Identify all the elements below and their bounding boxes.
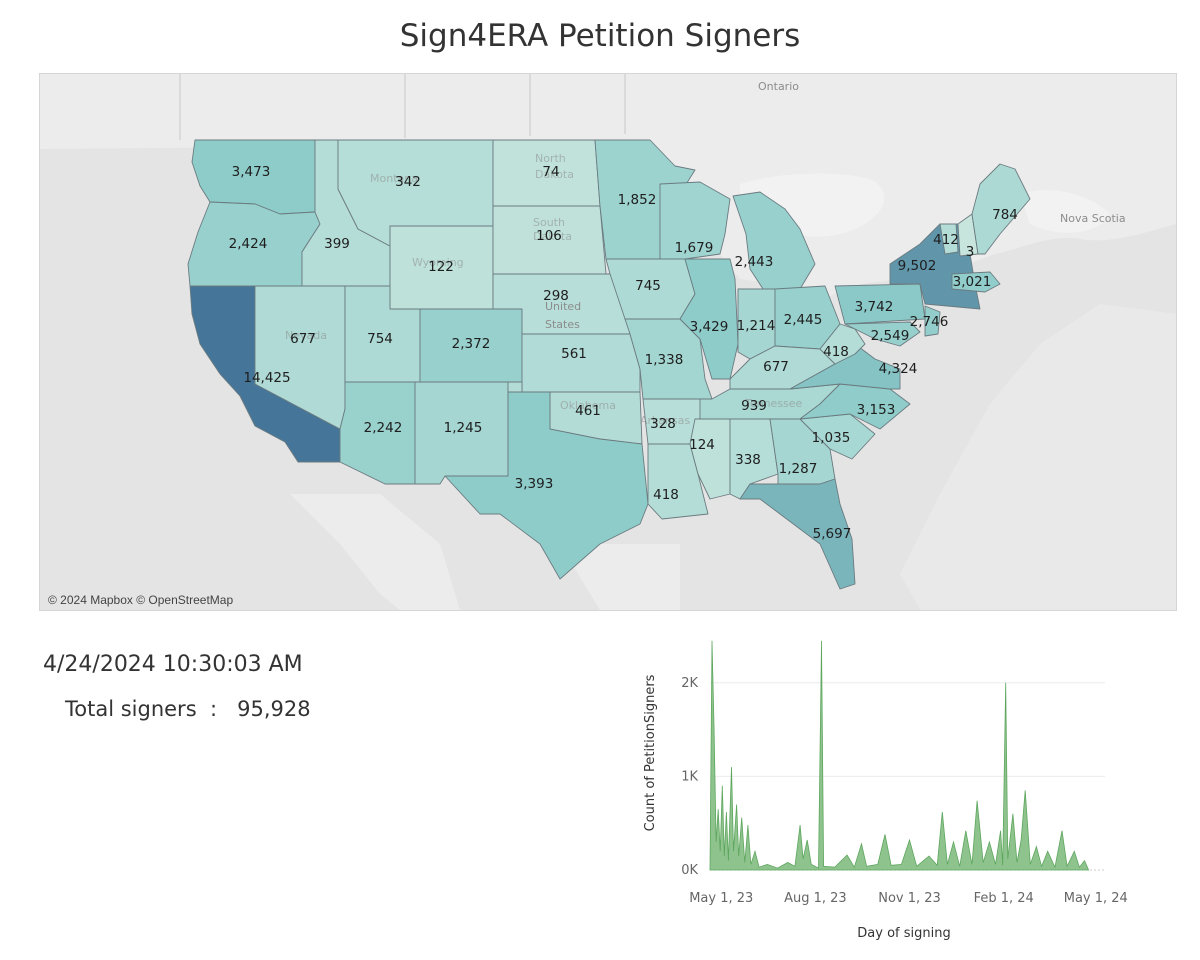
state-value-nm: 1,245 [444,420,483,436]
faint-label-wy: Wyoming [412,256,464,269]
state-value-al: 338 [735,452,761,468]
state-mi[interactable] [732,191,816,293]
x-tick-label-1: Aug 1, 23 [784,891,847,906]
state-value-mi: 2,443 [735,254,774,270]
state-value-labels: 3,473 2,424 14,425 399 677 342 122 754 2,372 2,24… [229,164,1018,542]
y-tick-label-0: 0K [681,863,698,878]
state-value-il: 3,429 [690,319,729,335]
state-value-ut: 754 [367,331,393,347]
state-ks[interactable] [521,333,641,393]
faint-label-ok: Oklahoma [560,399,616,412]
faint-label-ar: Arkansas [640,414,690,427]
faint-label-tn: Tennessee [744,397,803,410]
y-tick-label-1: 1K [681,769,698,784]
state-value-ky: 677 [763,359,789,375]
state-nc[interactable] [799,383,911,430]
updated-timestamp: 4/24/2024 10:30:03 AM [43,652,303,677]
state-value-vt: 412 [933,232,959,248]
total-signers-label: Total signers [65,697,197,721]
state-wi[interactable] [659,181,731,260]
state-value-wi: 1,679 [675,240,714,256]
x-tick-label-2: Nov 1, 23 [878,891,941,906]
state-value-id: 399 [324,236,350,252]
state-value-mo: 1,338 [645,352,684,368]
state-value-tx: 3,393 [515,476,554,492]
state-value-ma: 3,021 [953,274,992,290]
state-value-sd: 106 [536,228,562,244]
state-value-ms: 124 [689,437,715,453]
state-value-wy: 122 [428,259,454,275]
total-signers-value: 95,928 [237,697,311,721]
state-value-ne: 298 [543,288,569,304]
map-attribution[interactable]: © 2024 Mapbox © OpenStreetMap [48,593,234,607]
x-tick-label-0: May 1, 23 [689,891,753,906]
state-value-or: 2,424 [229,236,268,252]
total-signers-separator: : [210,697,218,721]
state-value-tn: 939 [741,398,767,414]
faint-label-nd-1: North [535,152,566,165]
state-value-nj: 2,746 [910,314,949,330]
state-value-fl: 5,697 [813,526,852,542]
state-value-va: 4,324 [879,361,918,377]
state-value-pa: 3,742 [855,299,894,315]
y-tick-label-2: 2K [681,676,698,691]
total-signers: Total signers : 95,928 [65,697,311,721]
state-vt[interactable] [939,223,959,255]
state-value-wa: 3,473 [232,164,271,180]
place-label-united: United [545,300,581,313]
signings-timeline-chart[interactable]: 0K 1K 2K May 1, 23 Aug 1, 23 Nov 1, 23 Feb 1, … [630,630,1130,954]
state-ma[interactable] [951,271,1001,293]
state-value-mn: 1,852 [618,192,657,208]
page-title: Sign4ERA Petition Signers [399,18,801,54]
state-value-ny: 9,502 [898,258,937,274]
state-fl[interactable] [739,478,856,590]
state-value-az: 2,242 [364,420,403,436]
state-nj[interactable] [924,305,941,337]
state-value-in: 1,214 [737,318,776,334]
state-value-la: 418 [653,487,679,503]
state-value-ok: 461 [575,403,601,419]
x-tick-label-3: Feb 1, 24 [974,891,1034,906]
state-wv[interactable] [819,323,866,365]
faint-label-mt: Montana [370,172,418,185]
y-axis-title: Count of PetitionSigners [643,674,658,831]
faint-label-nv: Nevada [285,329,327,342]
timeline-canvas[interactable]: 0K 1K 2K May 1, 23 Aug 1, 23 Nov 1, 23 Feb 1, … [630,630,1130,950]
state-value-me: 784 [992,207,1018,223]
state-value-nc: 3,153 [857,402,896,418]
state-value-ks: 561 [561,346,587,362]
state-me[interactable] [971,163,1031,255]
state-value-wv: 418 [823,344,849,360]
x-axis-title: Day of signing [857,926,950,941]
faint-label-sd-1: South [533,216,565,229]
state-value-ga: 1,287 [779,461,818,477]
state-value-co: 2,372 [452,336,491,352]
state-value-nv: 677 [290,331,316,347]
place-label-ontario: Ontario [758,80,799,93]
faint-label-sd-2: Dakota [533,230,572,243]
place-label-nova-scotia: Nova Scotia [1060,212,1126,225]
state-value-mt: 342 [395,174,421,190]
choropleth-map[interactable]: Ontario Nova Scotia United States North Dakot… [39,73,1177,611]
state-value-md: 2,549 [871,328,910,344]
state-value-ar: 328 [650,416,676,432]
state-value-nh: 3 [966,244,975,260]
state-il[interactable] [679,258,739,380]
faint-label-nd-2: Dakota [535,168,574,181]
state-value-oh: 2,445 [784,312,823,328]
state-value-sc: 1,035 [812,430,851,446]
state-value-ia: 745 [635,278,661,294]
states-layer[interactable] [187,139,1031,590]
state-value-nd: 74 [542,164,559,180]
state-value-ca: 14,425 [243,370,290,386]
map-canvas[interactable]: Ontario Nova Scotia United States North Dakot… [40,74,1176,610]
state-md[interactable] [844,321,921,347]
x-tick-label-4: May 1, 24 [1064,891,1128,906]
signings-area-series[interactable] [709,640,1090,871]
place-labels: Ontario Nova Scotia United States North Dakot… [285,80,1126,427]
place-label-states: States [545,318,580,331]
